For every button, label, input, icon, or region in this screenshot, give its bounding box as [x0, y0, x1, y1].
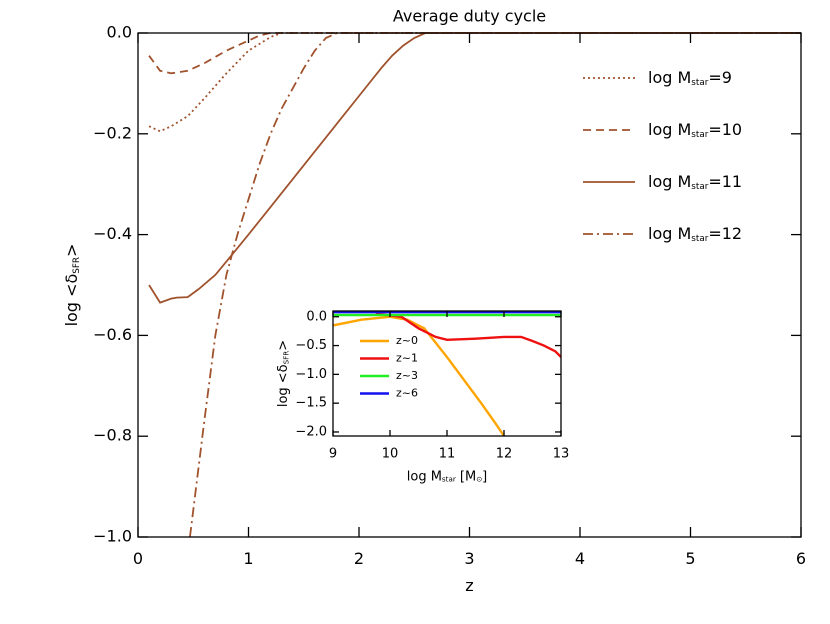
legend-label: z~6: [396, 387, 418, 400]
legend-label-part: =10: [708, 120, 742, 139]
data-line: [148, 32, 801, 75]
legend-label-part: =11: [708, 172, 742, 191]
legend-label-part: log M: [648, 224, 691, 243]
legend-label-part: star: [691, 78, 708, 88]
y-tick-label: −0.6: [93, 325, 132, 344]
x-tick-label: 11: [439, 447, 456, 462]
y-tick-label: −1.5: [295, 396, 327, 411]
legend-label-part: star: [691, 234, 708, 244]
y-tick-label: −0.4: [93, 224, 132, 243]
plot-area: [333, 311, 561, 436]
legend-label-part: star: [691, 182, 708, 192]
x-tick-label: 6: [796, 549, 806, 568]
y-tick-label: 0.0: [107, 23, 132, 42]
y-tick-label: −1.0: [295, 367, 327, 382]
legend-label: z~0: [396, 334, 418, 347]
y-axis-label-part: >: [276, 340, 291, 351]
y-axis-label: log <δSFR>: [276, 340, 291, 407]
legend-label: log Mstar=12: [648, 224, 742, 244]
legend-label: log Mstar=11: [648, 172, 742, 192]
x-axis-label-part: log M: [407, 469, 442, 484]
x-tick-label: 4: [575, 549, 585, 568]
x-tick-label: 9: [329, 447, 337, 462]
y-tick-label: −2.0: [295, 424, 327, 439]
x-tick-label: 0: [133, 549, 143, 568]
legend-label-part: log M: [648, 172, 691, 191]
x-tick-label: 5: [685, 549, 695, 568]
legend-label: log Mstar=9: [648, 68, 732, 88]
y-tick-label: −1.0: [93, 527, 132, 546]
plot-area: [138, 33, 801, 537]
x-tick-label: 10: [382, 447, 399, 462]
data-line: [375, 312, 561, 358]
legend-label-part: =12: [708, 224, 742, 243]
x-axis-label: log Mstar [M⊙]: [407, 469, 488, 484]
y-axis-label: log <δSFR>: [62, 244, 82, 327]
y-tick-label: −0.2: [93, 123, 132, 142]
legend-label: z~1: [396, 352, 418, 365]
x-axis-label-part: ]: [482, 469, 487, 484]
x-axis-label: z: [465, 576, 473, 595]
y-axis-label-part: log <δ: [62, 274, 81, 327]
x-tick-label: 12: [496, 447, 513, 462]
data-line: [189, 32, 801, 538]
x-tick-label: 13: [553, 447, 570, 462]
data-line: [148, 32, 801, 304]
data-line: [333, 315, 505, 437]
legend-label-part: log M: [648, 68, 691, 87]
y-tick-label: 0.0: [306, 309, 327, 324]
legend-label-part: =9: [708, 68, 732, 87]
y-axis-label-part: SFR: [72, 257, 82, 274]
y-tick-label: −0.5: [295, 338, 327, 353]
x-axis-label-part: ⊙: [476, 475, 482, 484]
x-tick-label: 3: [464, 549, 474, 568]
y-axis-label-part: log <δ: [276, 364, 291, 407]
y-axis-label-part: >: [62, 244, 81, 257]
x-tick-label: 1: [243, 549, 253, 568]
y-tick-label: −0.8: [93, 426, 132, 445]
legend-label-part: star: [691, 130, 708, 140]
y-axis-label-part: SFR: [281, 351, 290, 365]
legend-label: z~3: [396, 369, 418, 382]
x-tick-label: 2: [354, 549, 364, 568]
x-axis-label-part: [M: [456, 469, 476, 484]
x-axis-label-part: star: [442, 475, 456, 484]
legend-label: log Mstar=10: [648, 120, 742, 140]
legend-label-part: log M: [648, 120, 691, 139]
chart-title: Average duty cycle: [393, 7, 546, 26]
